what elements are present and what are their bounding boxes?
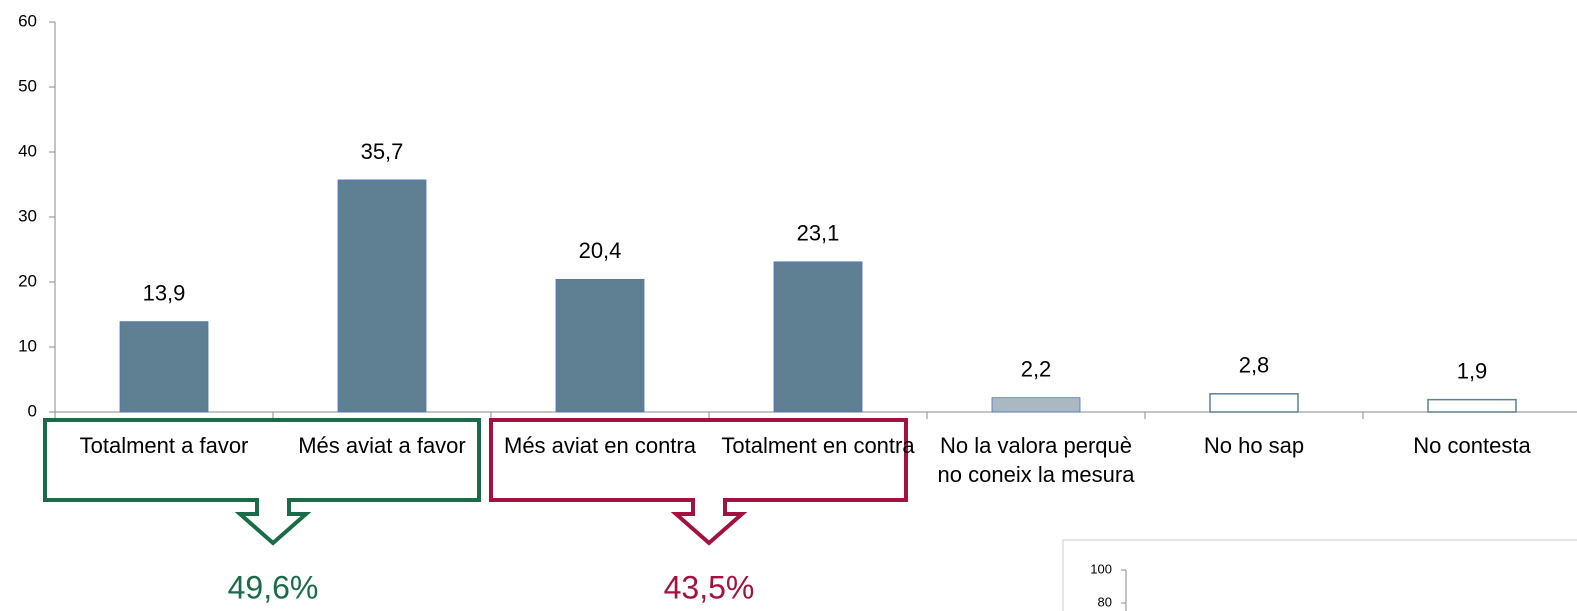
data-label: 23,1 [797,221,840,246]
y-tick-label: 50 [18,76,37,95]
y-tick-label: 40 [18,141,37,160]
bar [555,278,645,413]
y-tick-label: 60 [18,11,37,30]
group-total: 49,6% [228,569,319,605]
data-label: 35,7 [361,139,404,164]
x-tick-label: No contesta [1413,433,1531,458]
group-total: 43,5% [664,569,755,605]
group-bracket [43,418,481,546]
bar [991,397,1081,413]
bar [1209,393,1299,413]
data-label: 2,8 [1239,353,1270,378]
y-tick-label: 30 [18,206,37,225]
x-tick-label: Més aviat en contra [504,433,696,458]
inset-frame [1062,539,1577,611]
data-label: 2,2 [1021,357,1052,382]
x-tick-label: Totalment a favor [79,433,249,458]
bar [337,179,427,413]
data-label: 20,4 [579,238,622,263]
x-tick-label: Més aviat a favor [298,433,466,458]
y-tick-label: 0 [28,401,37,420]
x-tick-label: No la valora perquè no coneix la mesura [937,433,1135,487]
y-tick-label: 20 [18,271,37,290]
x-tick-label: Totalment en contra [721,433,915,458]
x-tick-label: No ho sap [1203,433,1305,458]
bar [773,261,863,413]
inset-tick-label: 100 [1090,561,1112,576]
bar [1427,398,1517,413]
data-label: 1,9 [1457,358,1488,383]
y-tick-label: 10 [18,336,37,355]
data-label: 13,9 [143,280,186,305]
bar [119,321,209,413]
group-bracket [489,418,908,546]
inset-tick-label: 80 [1098,594,1112,609]
